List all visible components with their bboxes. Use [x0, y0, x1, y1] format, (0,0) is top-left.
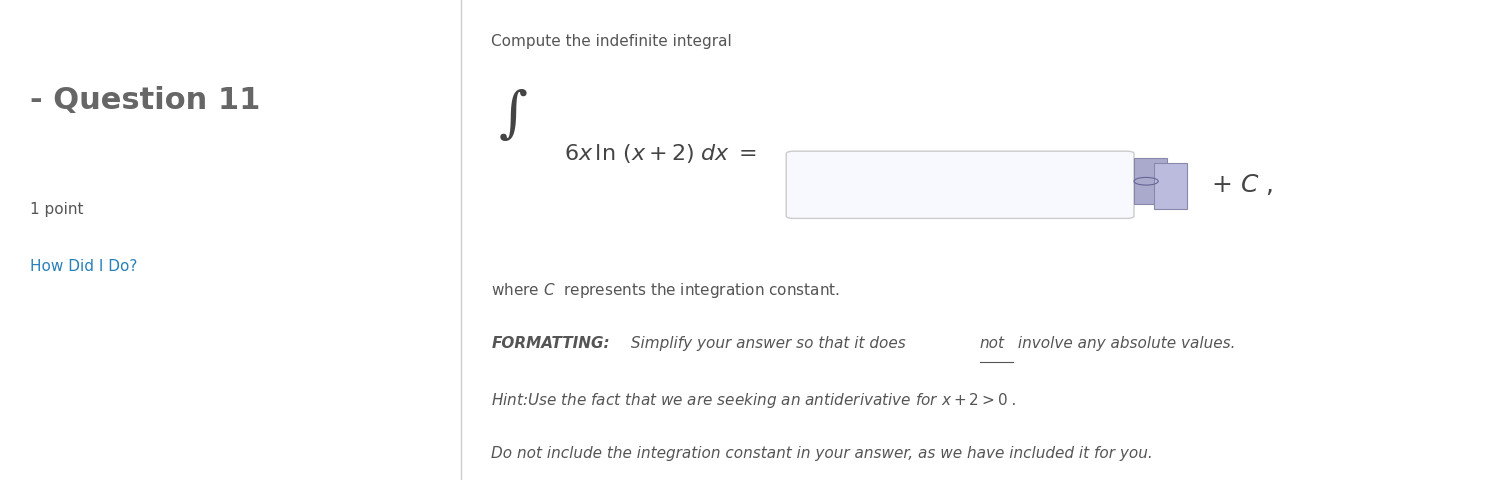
Text: Compute the indefinite integral: Compute the indefinite integral — [491, 34, 732, 48]
Text: involve any absolute values.: involve any absolute values. — [1013, 336, 1235, 351]
FancyBboxPatch shape — [1134, 158, 1167, 204]
Text: 1 point: 1 point — [30, 202, 83, 216]
Text: Hint:Use the fact that we are seeking an antiderivative for $x+2>0$ .: Hint:Use the fact that we are seeking an… — [491, 391, 1018, 410]
Text: How Did I Do?: How Did I Do? — [30, 259, 138, 274]
Text: $6x\,\ln\,(x+2)\;dx\;=$: $6x\,\ln\,(x+2)\;dx\;=$ — [564, 142, 756, 165]
Text: FORMATTING:: FORMATTING: — [491, 336, 609, 351]
Text: not: not — [980, 336, 1005, 351]
Text: - Question 11: - Question 11 — [30, 86, 260, 115]
FancyBboxPatch shape — [786, 151, 1134, 218]
Text: where $C$  represents the integration constant.: where $C$ represents the integration con… — [491, 281, 841, 300]
Text: Simplify your answer so that it does: Simplify your answer so that it does — [626, 336, 910, 351]
FancyBboxPatch shape — [1154, 163, 1187, 209]
Text: ∫: ∫ — [499, 88, 528, 143]
Text: $+\ C\ ,$: $+\ C\ ,$ — [1211, 172, 1273, 197]
Text: Do not include the integration constant in your answer, as we have included it f: Do not include the integration constant … — [491, 446, 1154, 461]
